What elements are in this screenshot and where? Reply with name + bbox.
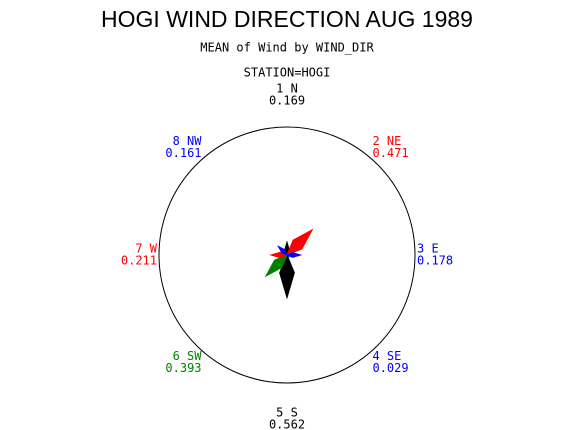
chart-subtitle: MEAN of Wind by WIND_DIR xyxy=(200,41,374,55)
category-label: 8 NW xyxy=(173,134,203,148)
star-segment xyxy=(285,252,303,258)
value-label: 0.178 xyxy=(417,254,453,268)
value-label: 0.471 xyxy=(372,146,408,160)
category-label: 6 SW xyxy=(173,349,203,363)
value-label: 0.562 xyxy=(269,418,305,430)
value-label: 0.169 xyxy=(269,94,305,108)
value-label: 0.211 xyxy=(121,254,157,268)
category-label: 7 W xyxy=(135,242,157,256)
value-label: 0.161 xyxy=(165,146,201,160)
category-label: 3 E xyxy=(417,242,439,256)
station-label: STATION=HOGI xyxy=(244,66,331,80)
chart-title: HOGI WIND DIRECTION AUG 1989 xyxy=(101,6,473,32)
star-segment xyxy=(264,254,288,278)
category-label: 5 S xyxy=(276,406,298,420)
frame-circle xyxy=(158,126,416,384)
category-label: 4 SE xyxy=(372,349,401,363)
category-label: 1 N xyxy=(276,82,298,96)
category-label: 2 NE xyxy=(372,134,401,148)
value-label: 0.393 xyxy=(165,361,201,375)
star-segment xyxy=(286,228,314,256)
star-segment xyxy=(277,245,288,256)
value-label: 0.029 xyxy=(372,361,408,375)
